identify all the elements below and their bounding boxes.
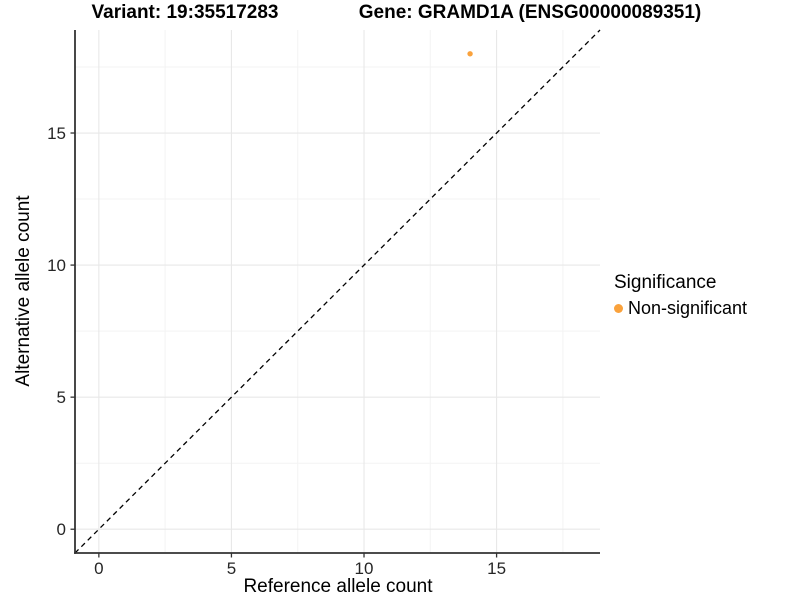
x-tick-label: 5: [227, 559, 236, 578]
legend-item: Non-significant: [614, 298, 747, 319]
data-point[interactable]: [467, 51, 473, 57]
y-tick-label: 15: [47, 124, 66, 143]
y-tick-label: 5: [57, 388, 66, 407]
x-tick-label: 10: [355, 559, 374, 578]
variant-title: Variant: 19:35517283: [91, 2, 279, 23]
y-tick-label: 0: [57, 520, 66, 539]
x-tick-label: 15: [487, 559, 506, 578]
x-axis-title: Reference allele count: [243, 576, 433, 597]
y-axis-title: Alternative allele count: [13, 195, 34, 387]
gene-title: Gene: GRAMD1A (ENSG00000089351): [358, 2, 702, 23]
x-tick-label: 0: [94, 559, 103, 578]
y-tick-label: 10: [47, 256, 66, 275]
legend-items: Non-significant: [614, 298, 747, 319]
legend: Significance Non-significant: [614, 272, 747, 319]
legend-item-label: Non-significant: [628, 298, 748, 318]
legend-title: Significance: [614, 272, 717, 293]
legend-point-icon: [614, 304, 623, 313]
identity-line: [74, 29, 601, 554]
